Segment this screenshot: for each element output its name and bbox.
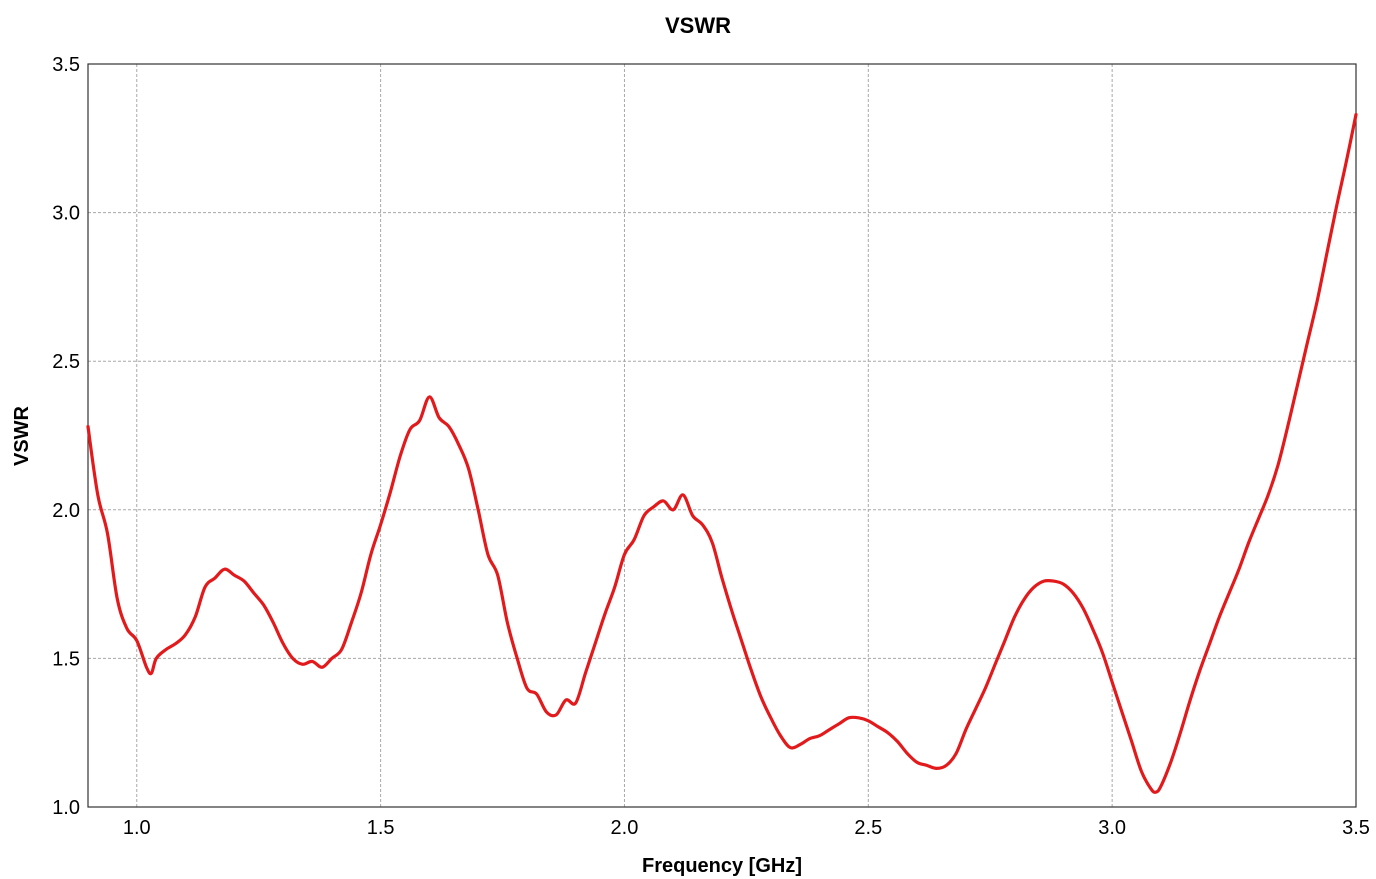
vswr-series-line — [86, 112, 1358, 794]
series-layer — [86, 112, 1358, 794]
y-tick-label: 2.5 — [52, 351, 80, 373]
x-axis-ticks: 1.0 1.5 2.0 2.5 3.0 3.5 — [123, 817, 1370, 839]
y-tick-label: 2.0 — [52, 500, 80, 522]
x-tick-label: 2.0 — [611, 817, 639, 839]
x-tick-label: 2.5 — [854, 817, 882, 839]
y-tick-label: 3.0 — [52, 203, 80, 225]
y-axis-ticks: 1.0 1.5 2.0 2.5 3.0 3.5 — [52, 54, 80, 819]
x-tick-label: 3.0 — [1098, 817, 1126, 839]
x-tick-label: 3.5 — [1342, 817, 1370, 839]
x-axis-label: Frequency [GHz] — [642, 855, 802, 877]
y-tick-label: 1.5 — [52, 648, 80, 670]
grid — [88, 64, 1356, 807]
chart-title: VSWR — [665, 13, 731, 38]
y-tick-label: 1.0 — [52, 797, 80, 819]
x-tick-label: 1.0 — [123, 817, 151, 839]
y-tick-label: 3.5 — [52, 54, 80, 76]
y-axis-label: VSWR — [11, 405, 33, 466]
plot-frame — [87, 63, 1357, 808]
x-tick-label: 1.5 — [367, 817, 395, 839]
